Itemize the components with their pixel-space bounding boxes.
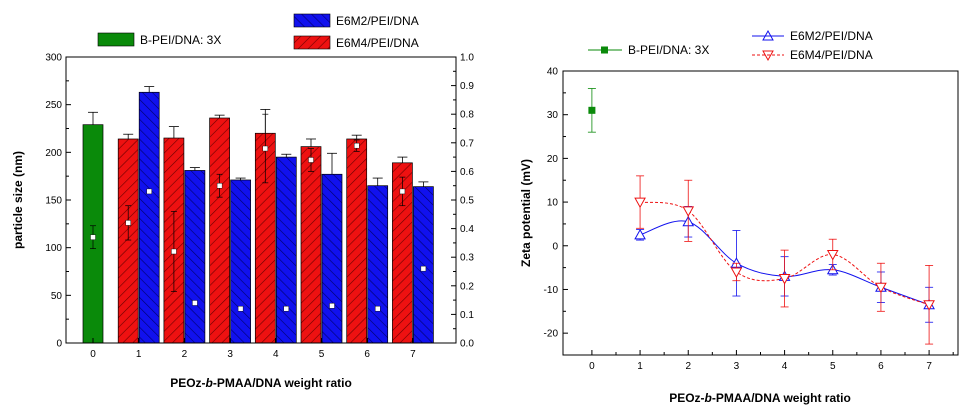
bar-e6m4 (117, 138, 139, 344)
bar-e6m2 (184, 170, 206, 344)
left-y2-tick-label: 0.7 (460, 138, 474, 149)
point-e6m4 (826, 250, 839, 261)
bar-e6m2 (321, 173, 343, 344)
left-y2-tick-label: 1.0 (460, 53, 474, 64)
left-x-tick-label: 6 (364, 349, 370, 360)
point-e6m4 (634, 197, 646, 209)
point-e6m4 (875, 282, 887, 294)
left-legend: B-PEI/DNA: 3X E6M2/PEI/DNA E6M4/PEI/DNA (97, 13, 419, 50)
left-y-tick-label: 50 (51, 291, 63, 302)
left-y-axis-title: particle size (nm) (11, 151, 25, 249)
right-x-tick-label: 1 (637, 361, 643, 372)
pdi-marker-e6m2 (237, 305, 244, 312)
right-x-tick-label: 6 (878, 361, 884, 372)
zeta-potential-line-chart: -20 -10 0 10 20 30 40 0 1 2 3 4 5 6 7 Zeta potential … (519, 29, 959, 405)
left-x-tick-label: 7 (410, 349, 416, 360)
right-y-tick-label: -20 (544, 329, 559, 340)
left-x-tick-label: 4 (273, 349, 279, 360)
right-y-tick-label: 10 (547, 198, 559, 209)
legend-marker-e6m4 (762, 50, 774, 62)
left-y-tick-label: 0 (56, 339, 62, 350)
pdi-marker-e6m2 (420, 265, 427, 272)
right-y-tick-label: 0 (552, 241, 558, 252)
right-x-axis-title: PEOz-b-PMAA/DNA weight ratio (669, 391, 851, 405)
left-y-tick-label: 100 (45, 243, 62, 254)
left-x-axis-title: PEOz-b-PMAA/DNA weight ratio (170, 376, 352, 390)
pdi-marker-e6m4 (262, 145, 268, 152)
point-e6m4 (730, 267, 743, 279)
right-y-tick-label: -10 (544, 285, 559, 296)
bar-e6m2 (367, 185, 389, 344)
left-x-tick-label: 5 (319, 349, 325, 360)
right-x-tick-label: 5 (830, 361, 836, 372)
bar-e6m4 (300, 146, 322, 344)
bar-e6m2 (413, 186, 434, 344)
pdi-marker-e6m4 (171, 248, 177, 255)
legend-swatch-e6m2 (293, 13, 331, 28)
pdi-marker-e6m4 (308, 157, 314, 163)
bar-e6m2 (275, 156, 297, 344)
point-e6m4 (778, 274, 791, 285)
pdi-marker-e6m4 (125, 220, 131, 226)
pdi-marker-e6m4 (399, 188, 406, 195)
left-y-tick-label: 300 (45, 53, 62, 64)
bar-e6m2 (230, 179, 251, 344)
pdi-marker-e6m4 (216, 182, 223, 189)
pdi-marker-e6m2 (192, 300, 198, 306)
right-x-tick-label: 0 (589, 361, 595, 372)
left-y2-tick-label: 0.0 (460, 339, 474, 350)
left-y-tick-label: 200 (45, 148, 62, 159)
pdi-marker-e6m2 (146, 188, 152, 195)
left-y-tick-label: 150 (45, 196, 62, 207)
legend-swatch-e6m4 (293, 35, 331, 50)
legend-marker-e6m2 (762, 29, 774, 41)
legend-label-zeta-bpei: B-PEI/DNA: 3X (628, 43, 709, 57)
right-y-tick-label: 30 (547, 110, 559, 121)
point-e6m4 (923, 300, 935, 311)
right-y-tick-label: 40 (547, 67, 559, 78)
left-y-tick-label: 250 (45, 100, 62, 111)
point-bpei (588, 106, 596, 114)
point-e6m2 (634, 228, 646, 240)
pdi-marker-e6m2 (329, 303, 335, 309)
legend-label-e6m4: E6M4/PEI/DNA (336, 36, 419, 50)
pdi-marker-e6m2 (283, 305, 289, 312)
left-y2-tick-label: 0.5 (460, 196, 474, 207)
bar-e6m4 (346, 138, 368, 344)
pdi-marker-bpei (90, 234, 96, 240)
legend-label-e6m2: E6M2/PEI/DNA (336, 14, 419, 28)
bar-e6m2 (138, 91, 160, 344)
right-y-tick-label: 20 (547, 154, 559, 165)
right-legend: B-PEI/DNA: 3X E6M2/PEI/DNA E6M4/PEI/DNA (588, 29, 873, 62)
left-y2-tick-label: 0.2 (460, 281, 474, 292)
left-y2-tick-label: 0.1 (460, 310, 474, 321)
right-x-tick-label: 2 (685, 361, 691, 372)
pdi-marker-e6m4 (354, 142, 360, 149)
left-y2-tick-label: 0.4 (460, 224, 474, 235)
right-plot-frame (562, 70, 959, 356)
legend-label-zeta-e6m2: E6M2/PEI/DNA (790, 29, 873, 43)
right-y-axis-title: Zeta potential (mV) (519, 159, 533, 267)
point-e6m4 (682, 206, 695, 217)
right-x-tick-label: 3 (734, 361, 740, 372)
legend-label-bpei: B-PEI/DNA: 3X (140, 33, 221, 47)
left-y2-tick-label: 0.8 (460, 110, 474, 121)
left-x-tick-label: 0 (90, 349, 96, 360)
left-x-tick-label: 3 (227, 349, 233, 360)
right-x-tick-label: 4 (782, 361, 788, 372)
left-x-tick-label: 2 (182, 349, 188, 360)
legend-marker-bpei (601, 46, 608, 54)
pdi-marker-e6m2 (375, 305, 381, 312)
left-x-tick-label: 1 (136, 349, 142, 360)
right-x-tick-label: 7 (926, 361, 932, 372)
legend-swatch-bpei (97, 32, 135, 47)
bar-e6m4 (209, 117, 230, 344)
legend-label-zeta-e6m4: E6M4/PEI/DNA (790, 48, 873, 62)
left-y2-tick-label: 0.3 (460, 253, 474, 264)
left-y2-tick-label: 0.9 (460, 81, 474, 92)
left-y2-tick-label: 0.6 (460, 167, 474, 178)
